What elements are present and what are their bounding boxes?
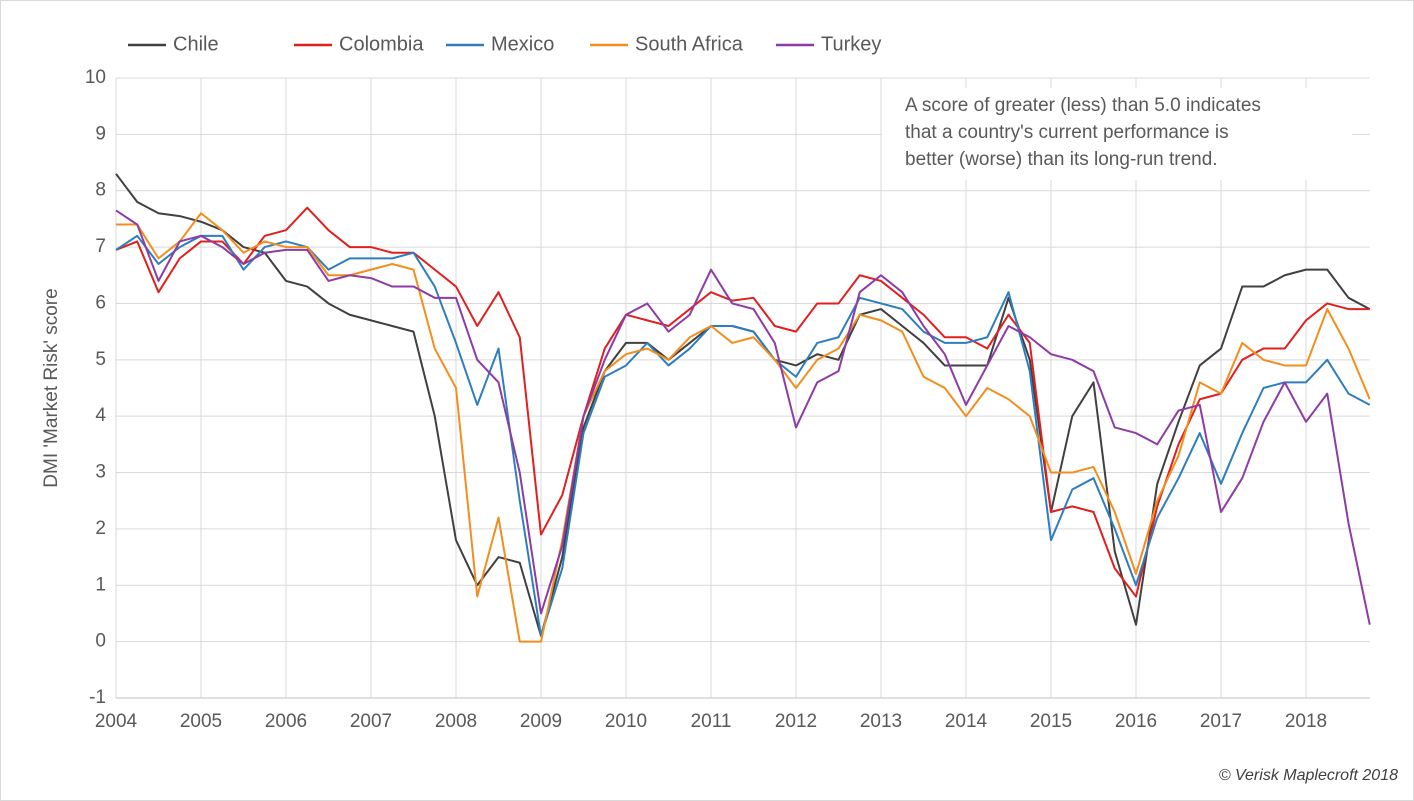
x-tick-label: 2004 (95, 711, 138, 732)
y-tick-label: -1 (89, 687, 106, 708)
y-axis-label: DMI 'Market Risk' score (41, 288, 62, 487)
x-tick-label: 2012 (775, 711, 817, 732)
x-tick-label: 2006 (265, 711, 307, 732)
y-tick-label: 0 (95, 631, 106, 652)
y-tick-label: 3 (95, 462, 106, 483)
y-tick-label: 4 (95, 405, 106, 426)
y-tick-label: 1 (95, 574, 106, 595)
x-tick-label: 2014 (945, 711, 988, 732)
legend-label: South Africa (635, 33, 744, 55)
y-tick-label: 7 (95, 236, 106, 257)
series-line (115, 206, 1370, 598)
x-tick-label: 2005 (180, 711, 222, 732)
y-tick-label: 10 (85, 67, 106, 88)
x-tick-label: 2013 (860, 711, 902, 732)
y-tick-label: 8 (95, 180, 106, 201)
legend-label: Mexico (491, 33, 554, 55)
y-tick-label: 2 (95, 518, 106, 539)
y-tick-label: 6 (95, 292, 106, 313)
x-tick-label: 2010 (605, 711, 647, 732)
annotation: that a country's current performance is (905, 122, 1229, 143)
x-tick-label: 2008 (435, 711, 477, 732)
x-tick-label: 2015 (1030, 711, 1072, 732)
series-line (116, 212, 1371, 643)
source: © Verisk Maplecroft 2018 (1219, 767, 1398, 784)
y-tick-label: 5 (95, 349, 106, 370)
annotation: better (worse) than its long-run trend. (905, 149, 1218, 170)
series-line (115, 234, 1371, 637)
annotation: A score of greater (less) than 5.0 indic… (905, 95, 1261, 116)
x-tick-label: 2011 (691, 711, 732, 732)
x-tick-label: 2007 (350, 711, 392, 732)
x-tick-label: 2016 (1115, 711, 1157, 732)
x-tick-label: 2009 (520, 711, 562, 732)
annotation-box (882, 88, 1352, 180)
legend-label: Turkey (821, 33, 881, 55)
series-line (115, 209, 1371, 625)
x-tick-label: 2017 (1200, 711, 1242, 732)
legend-label: Colombia (339, 33, 424, 55)
x-tick-label: 2018 (1285, 711, 1327, 732)
legend-label: Chile (173, 33, 219, 55)
y-tick-label: 9 (95, 123, 106, 144)
